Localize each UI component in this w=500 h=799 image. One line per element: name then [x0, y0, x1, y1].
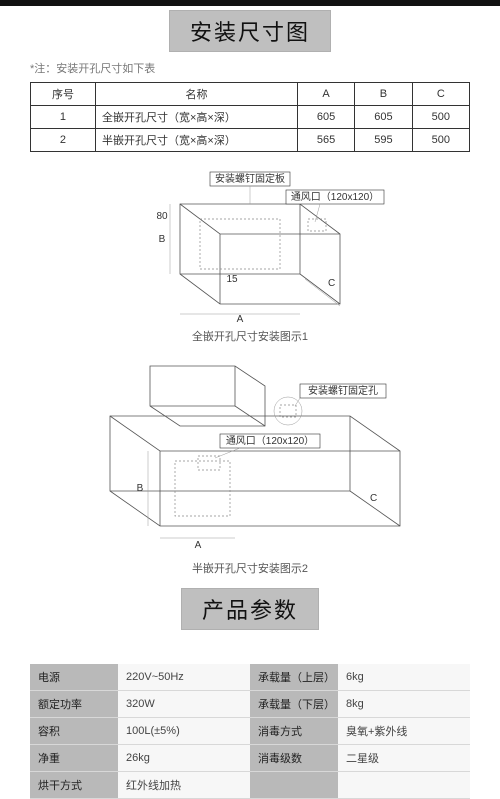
spec-label — [250, 772, 338, 799]
col-a: A — [297, 83, 354, 106]
figure-1: 安装螺钉固定板 通风口（120x120） A B 80 C 15 全嵌开孔尺寸安… — [0, 164, 500, 344]
spec-row: 烘干方式 红外线加热 — [30, 772, 470, 799]
spec-label: 消毒方式 — [250, 718, 338, 745]
spec-value: 红外线加热 — [118, 772, 250, 799]
spec-value: 二星级 — [338, 745, 470, 772]
table-row: 1 全嵌开孔尺寸（宽×高×深） 605 605 500 — [31, 106, 470, 129]
dim-label: C — [370, 493, 377, 504]
top-accent-bar — [0, 0, 500, 6]
spec-value: 320W — [118, 691, 250, 718]
spec-value: 8kg — [338, 691, 470, 718]
col-c: C — [412, 83, 469, 106]
spec-row: 容积 100L(±5%) 消毒方式 臭氧+紫外线 — [30, 718, 470, 745]
dim-label: B — [159, 234, 166, 245]
table-row: 2 半嵌开孔尺寸（宽×高×深） 565 595 500 — [31, 129, 470, 152]
dimensions-table: 序号 名称 A B C 1 全嵌开孔尺寸（宽×高×深） 605 605 500 … — [30, 82, 470, 152]
spec-label: 承载量（上层） — [250, 664, 338, 691]
spec-value: 6kg — [338, 664, 470, 691]
spec-row: 电源 220V~50Hz 承载量（上层） 6kg — [30, 664, 470, 691]
cell: 500 — [412, 106, 469, 129]
spec-value: 220V~50Hz — [118, 664, 250, 691]
spec-label: 承载量（下层） — [250, 691, 338, 718]
dim-label: 15 — [226, 274, 238, 285]
label-fixing-hole: 安装螺钉固定孔 — [308, 384, 378, 397]
spec-label: 净重 — [30, 745, 118, 772]
cell: 1 — [31, 106, 96, 129]
spec-value: 臭氧+紫外线 — [338, 718, 470, 745]
table-header-row: 序号 名称 A B C — [31, 83, 470, 106]
figure-2: 安装螺钉固定孔 通风口（120x120） A B C 半嵌开孔尺寸安装图示2 — [0, 356, 500, 576]
spec-row: 净重 26kg 消毒级数 二星级 — [30, 745, 470, 772]
col-b: B — [355, 83, 412, 106]
col-seq: 序号 — [31, 83, 96, 106]
label-vent-2: 通风口（120x120） — [226, 435, 314, 447]
cell: 半嵌开孔尺寸（宽×高×深） — [95, 129, 297, 152]
cell: 500 — [412, 129, 469, 152]
spec-value — [338, 772, 470, 799]
dim-label: A — [195, 540, 202, 551]
figure-2-caption: 半嵌开孔尺寸安装图示2 — [192, 560, 308, 576]
cell: 2 — [31, 129, 96, 152]
spec-label: 电源 — [30, 664, 118, 691]
spec-label: 容积 — [30, 718, 118, 745]
col-name: 名称 — [95, 83, 297, 106]
figure-1-svg: 安装螺钉固定板 通风口（120x120） A B 80 C 15 — [110, 164, 390, 324]
dimensions-note: *注：安装开孔尺寸如下表 — [0, 58, 500, 82]
figure-1-caption: 全嵌开孔尺寸安装图示1 — [192, 328, 308, 344]
section-title: 安装尺寸图 — [169, 10, 331, 52]
cell: 全嵌开孔尺寸（宽×高×深） — [95, 106, 297, 129]
section-title-2: 产品参数 — [181, 588, 319, 630]
cell: 605 — [355, 106, 412, 129]
dim-label: B — [137, 483, 144, 494]
dim-label: A — [237, 314, 244, 324]
dim-label: 80 — [156, 211, 168, 222]
label-vent: 通风口（120x120） — [291, 191, 379, 203]
spec-label: 消毒级数 — [250, 745, 338, 772]
cell: 565 — [297, 129, 354, 152]
label-fixing-plate: 安装螺钉固定板 — [215, 172, 285, 185]
dim-label: C — [328, 278, 335, 289]
spec-value: 26kg — [118, 745, 250, 772]
cell: 605 — [297, 106, 354, 129]
spec-value: 100L(±5%) — [118, 718, 250, 745]
figure-2-svg: 安装螺钉固定孔 通风口（120x120） A B C — [70, 356, 430, 556]
product-spec-section: 产品参数 电源 220V~50Hz 承载量（上层） 6kg 额定功率 320W … — [0, 588, 500, 799]
spec-label: 额定功率 — [30, 691, 118, 718]
spec-table: 电源 220V~50Hz 承载量（上层） 6kg 额定功率 320W 承载量（下… — [30, 664, 470, 799]
spec-label: 烘干方式 — [30, 772, 118, 799]
install-dimensions-section: 安装尺寸图 *注：安装开孔尺寸如下表 序号 名称 A B C 1 全嵌开孔尺寸（… — [0, 10, 500, 576]
spec-row: 额定功率 320W 承载量（下层） 8kg — [30, 691, 470, 718]
cell: 595 — [355, 129, 412, 152]
